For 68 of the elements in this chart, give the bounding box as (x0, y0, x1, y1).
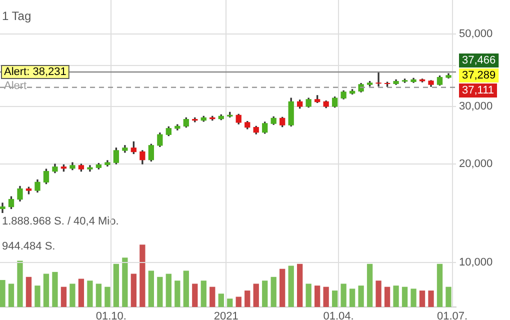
bar (340, 284, 346, 307)
bar (0, 280, 6, 307)
chart-subtitle: 1 Tag (2, 8, 32, 23)
bar (157, 276, 163, 307)
bar (288, 266, 294, 307)
annotation: 944.484 S. (2, 240, 56, 252)
bar (428, 290, 434, 307)
bar (17, 260, 23, 307)
bar (280, 268, 286, 307)
bar (130, 274, 137, 307)
bar (78, 278, 84, 307)
bar (393, 286, 399, 307)
x-tick-label: 01.07. (436, 310, 468, 320)
candlestick (376, 72, 382, 86)
x-tick-label: 01.04. (323, 310, 354, 320)
bar (297, 264, 303, 307)
x-tick-label: 2021 (214, 310, 238, 320)
bar (410, 288, 416, 307)
candlestick (0, 202, 6, 213)
bar (166, 274, 172, 307)
bar (174, 280, 180, 307)
bar (113, 264, 120, 307)
bar (349, 288, 356, 307)
bar (218, 294, 224, 307)
text: 37,466 (462, 54, 496, 67)
text: 37,111 (462, 84, 494, 97)
bar (332, 290, 338, 307)
bar (262, 280, 268, 307)
bar (227, 298, 233, 307)
bar (210, 286, 216, 307)
bar (96, 284, 102, 307)
bar (200, 280, 206, 307)
bar (244, 290, 250, 307)
text: 37,289 (462, 70, 496, 82)
x-tick-label: 01.10. (96, 310, 126, 320)
bar (384, 286, 390, 307)
bar (270, 276, 276, 307)
bar (314, 286, 320, 307)
bar (358, 286, 364, 307)
bar (402, 286, 408, 307)
bar (366, 264, 373, 307)
bar (148, 270, 154, 307)
bar (70, 284, 76, 307)
bar (306, 284, 312, 307)
bar (192, 284, 198, 307)
bar (436, 264, 443, 307)
bar (104, 286, 110, 307)
bar (52, 272, 58, 307)
bar (253, 284, 259, 307)
bar (140, 244, 146, 307)
bar (236, 296, 242, 307)
bar (60, 286, 67, 307)
bar (87, 280, 93, 307)
bar (376, 280, 382, 307)
bar (8, 284, 14, 307)
y-tick-label: 10,000 (459, 256, 493, 269)
bar (43, 274, 50, 307)
y-tick-label: 30,000 (459, 100, 493, 112)
bar (446, 286, 452, 307)
bar (419, 290, 426, 307)
y-tick-label: 50,000 (459, 28, 493, 40)
bar (183, 270, 189, 307)
y-tick-label: 20,000 (459, 158, 493, 170)
bar (26, 276, 32, 307)
bar (323, 286, 329, 307)
bar (34, 286, 40, 307)
ref-line-label: Alert: 38,231 (4, 66, 66, 78)
bar (122, 258, 128, 307)
